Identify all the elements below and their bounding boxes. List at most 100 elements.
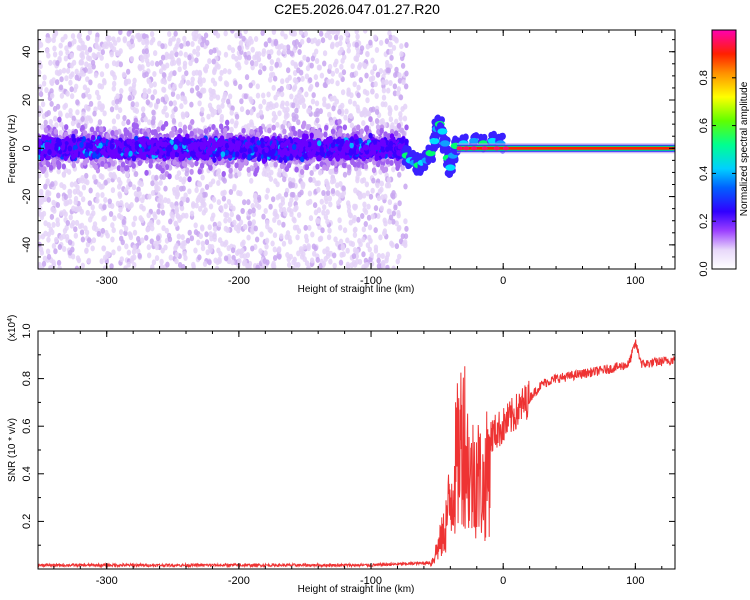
noise-speck [174, 251, 180, 258]
noise-speck [244, 74, 250, 81]
noise-speck [326, 78, 331, 85]
noise-speck [45, 248, 51, 255]
noise-speck [184, 111, 189, 118]
noise-speck [200, 41, 205, 48]
band-speck [43, 127, 49, 134]
noise-speck [131, 85, 136, 92]
noise-speck [69, 52, 74, 59]
noise-speck [109, 51, 114, 58]
band-speck [271, 124, 276, 131]
noise-speck [308, 215, 314, 222]
noise-speck [71, 59, 77, 66]
noise-speck [253, 225, 258, 232]
noise-speck [109, 106, 115, 113]
noise-speck [88, 187, 93, 194]
band-speck [178, 127, 183, 134]
noise-speck [41, 260, 47, 267]
noise-speck [81, 92, 86, 99]
noise-speck [225, 98, 231, 105]
noise-speck [387, 41, 393, 48]
noise-speck [52, 51, 58, 58]
noise-speck [202, 66, 208, 73]
noise-speck [380, 253, 385, 260]
noise-speck [285, 83, 291, 90]
band-speck [218, 123, 224, 130]
noise-speck [321, 204, 327, 211]
noise-speck [386, 87, 391, 94]
noise-speck [402, 115, 408, 122]
noise-speck [316, 64, 322, 71]
noise-speck [160, 54, 166, 61]
noise-speck [215, 32, 221, 39]
noise-speck [337, 49, 342, 56]
noise-speck [214, 265, 220, 269]
noise-speck [154, 103, 159, 110]
noise-speck [250, 46, 255, 53]
noise-speck [77, 32, 82, 39]
noise-speck [56, 192, 61, 199]
band-speck [82, 159, 88, 166]
band-speck [120, 161, 126, 168]
band-speck [214, 129, 219, 136]
noise-speck [362, 206, 367, 213]
noise-speck [204, 184, 210, 191]
noise-speck [392, 83, 398, 90]
noise-speck [181, 74, 186, 81]
band-speck [371, 167, 377, 174]
noise-speck [94, 36, 100, 43]
noise-speck [253, 36, 259, 43]
band-speck [364, 125, 370, 132]
noise-speck [80, 116, 85, 123]
noise-speck [354, 30, 359, 35]
noise-speck [338, 34, 344, 41]
noise-speck [291, 191, 296, 198]
noise-speck [361, 236, 366, 243]
noise-speck [360, 213, 365, 220]
noise-speck [65, 220, 70, 227]
noise-speck [107, 35, 112, 42]
noise-speck [103, 179, 108, 186]
noise-speck [344, 108, 349, 115]
band-speck [80, 124, 85, 131]
noise-speck [190, 80, 195, 87]
noise-speck [183, 51, 188, 58]
band-speck [156, 126, 161, 133]
noise-speck [142, 72, 147, 79]
noise-speck [263, 208, 268, 215]
noise-speck [349, 122, 355, 129]
noise-speck [234, 32, 239, 39]
noise-speck [48, 59, 53, 66]
noise-speck [281, 240, 287, 247]
noise-speck [123, 225, 129, 232]
noise-speck [192, 48, 197, 55]
noise-speck [96, 94, 101, 101]
noise-speck [50, 181, 55, 188]
noise-speck [271, 260, 276, 267]
noise-speck [48, 118, 53, 125]
band-speck [40, 166, 45, 173]
noise-speck [166, 232, 172, 239]
noise-speck [73, 195, 79, 202]
noise-speck [173, 30, 178, 37]
noise-speck [121, 219, 126, 226]
noise-speck [179, 79, 185, 86]
noise-speck [146, 244, 152, 251]
noise-speck [171, 117, 177, 124]
band-speck [341, 162, 347, 169]
noise-speck [294, 78, 299, 85]
noise-speck [311, 92, 316, 99]
noise-speck [301, 102, 307, 109]
noise-speck [285, 230, 291, 237]
noise-speck [46, 37, 51, 44]
noise-speck [222, 68, 228, 75]
noise-speck [331, 105, 336, 112]
noise-speck [106, 251, 111, 258]
noise-speck [84, 247, 89, 254]
noise-speck [195, 84, 200, 91]
noise-speck [256, 194, 262, 201]
band-speck [380, 164, 385, 171]
noise-speck [144, 48, 149, 55]
noise-speck [140, 197, 145, 204]
noise-speck [352, 100, 357, 107]
noise-speck [163, 185, 168, 192]
